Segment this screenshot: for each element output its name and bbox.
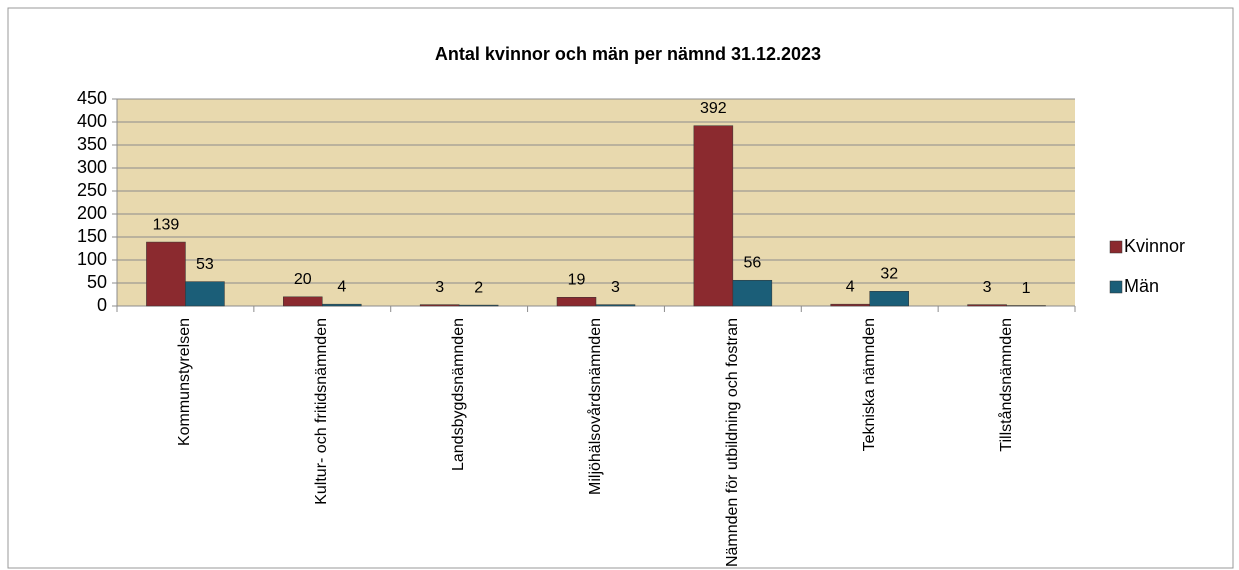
x-tick-label: Tekniska nämnden [860, 318, 878, 452]
y-tick-label: 50 [87, 272, 107, 292]
value-label: 4 [337, 278, 346, 295]
x-tick-label: Nämnden för utbildning och fostran [723, 318, 741, 568]
bar [869, 291, 909, 307]
legend-swatch [1109, 280, 1123, 294]
x-tick-label: Kultur- och fritidsnämnden [313, 318, 331, 505]
x-tick-label: Kommunstyrelsen [176, 318, 194, 447]
value-label: 53 [196, 256, 214, 273]
y-tick-label: 450 [77, 88, 107, 108]
value-label: 139 [153, 216, 180, 233]
y-tick-label: 300 [77, 157, 107, 177]
y-tick-label: 250 [77, 180, 107, 200]
bar [283, 296, 323, 307]
value-label: 2 [474, 279, 483, 296]
chart-title: Antal kvinnor och män per nämnd 31.12.20… [435, 44, 821, 64]
bar [732, 279, 773, 307]
y-tick-label: 350 [77, 134, 107, 154]
y-tick-label: 200 [77, 203, 107, 223]
bar [595, 304, 636, 307]
x-tick-label: Tillståndsnämnden [997, 318, 1015, 452]
bar [419, 304, 460, 307]
value-label: 3 [983, 279, 992, 296]
legend-label: Kvinnor [1124, 236, 1185, 256]
x-tick-label: Landsbygdsnämnden [450, 318, 468, 472]
value-label: 19 [568, 271, 586, 288]
value-label: 1 [1022, 280, 1031, 297]
value-label: 3 [611, 279, 620, 296]
bar [693, 125, 734, 307]
bar [146, 241, 186, 307]
bar [967, 304, 1007, 307]
value-label: 3 [435, 279, 444, 296]
bar [322, 303, 362, 307]
bar [185, 281, 225, 307]
y-tick-label: 150 [77, 226, 107, 246]
bar [458, 304, 499, 307]
value-label: 4 [846, 278, 855, 295]
bar [556, 297, 597, 307]
y-tick-label: 400 [77, 111, 107, 131]
plot-area [117, 99, 1075, 306]
value-label: 392 [700, 100, 727, 117]
y-tick-label: 100 [77, 249, 107, 269]
y-tick-label: 0 [97, 295, 107, 315]
value-label: 20 [294, 271, 312, 288]
value-label: 56 [743, 254, 761, 271]
legend-swatch [1109, 240, 1123, 254]
legend-label: Män [1124, 276, 1159, 296]
value-label: 32 [880, 265, 898, 282]
bar [830, 303, 870, 307]
x-tick-label: Miljöhälsovårdsnämnden [587, 318, 604, 495]
